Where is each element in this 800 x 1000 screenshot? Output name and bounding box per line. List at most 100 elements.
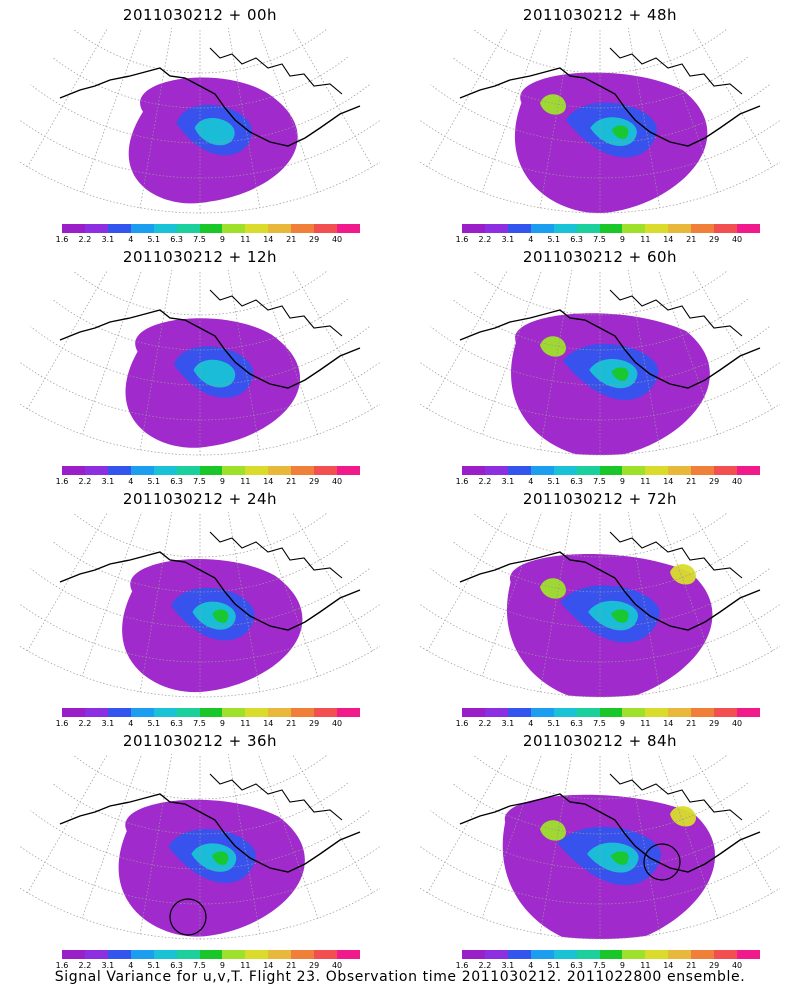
colorbar-swatch xyxy=(737,466,760,475)
colorbar-label: 40 xyxy=(731,235,743,244)
panel-title: 2011030212 + 48h xyxy=(522,6,678,24)
colorbar-swatch xyxy=(462,950,485,959)
forecast-panel: 2011030212 + 60h 1.6 2.2 3.1 4 5.1 6.3 7.5 9 11 14… xyxy=(400,242,800,487)
colorbar-swatch xyxy=(622,224,646,233)
colorbar-label: 11 xyxy=(640,961,651,970)
meridian-line xyxy=(227,754,261,934)
colorbar-label: 3.1 xyxy=(101,719,115,728)
coastline xyxy=(209,773,343,821)
colorbar-swatch xyxy=(691,224,715,233)
meridian-line xyxy=(691,28,773,167)
parallel-line xyxy=(20,403,380,456)
observation-marker xyxy=(643,843,681,881)
colorbar-swatch xyxy=(599,708,623,717)
colorbar-swatch xyxy=(737,224,760,233)
colorbar-swatch xyxy=(507,224,531,233)
meridian-line xyxy=(27,512,109,651)
colorbar-swatch xyxy=(84,708,108,717)
colorbar-label: 2.2 xyxy=(478,477,492,486)
colorbar-label: 1.6 xyxy=(455,719,469,728)
colorbar-label: 11 xyxy=(240,961,251,970)
colorbar-label: 6.3 xyxy=(170,719,183,728)
colorbar-label: 11 xyxy=(640,477,651,486)
colorbar-swatch xyxy=(153,950,177,959)
colorbar-label: 6.3 xyxy=(170,477,183,486)
colorbar-swatch xyxy=(507,950,531,959)
parallel-line xyxy=(30,326,370,386)
colorbar-label: 14 xyxy=(663,477,674,486)
colorbar-swatch xyxy=(462,466,485,475)
colorbar-swatch xyxy=(553,950,577,959)
colorbar xyxy=(462,466,760,475)
colorbar-label: 2.2 xyxy=(78,719,92,728)
colorbar-swatch xyxy=(84,950,108,959)
meridian-line xyxy=(691,512,773,651)
colorbar-label: 1.6 xyxy=(55,719,69,728)
colorbar-label: 6.3 xyxy=(570,235,583,244)
meridian-line xyxy=(27,28,109,167)
forecast-panel: 2011030212 + 72h 1.6 2.2 3.1 4 5.1 6.3 7.5 9 11 14… xyxy=(400,484,800,728)
colorbar-swatch xyxy=(62,224,85,233)
colorbar-label: 40 xyxy=(331,477,343,486)
parallel-line xyxy=(430,326,770,386)
colorbar-label: 9 xyxy=(619,719,625,728)
coastline xyxy=(459,309,761,389)
colorbar-label: 6.3 xyxy=(570,961,583,970)
colorbar-label: 4 xyxy=(528,235,534,244)
colorbar-swatch xyxy=(222,224,246,233)
colorbar-swatch xyxy=(576,708,600,717)
colorbar-label: 9 xyxy=(219,961,225,970)
coastline xyxy=(609,289,743,337)
parallel-line xyxy=(420,645,780,698)
meridian-line xyxy=(657,270,719,435)
figure-caption: Signal Variance for u,v,T. Flight 23. Ob… xyxy=(54,969,746,985)
parallel-line xyxy=(430,810,770,870)
colorbar-swatch xyxy=(245,466,269,475)
colorbar-swatch xyxy=(245,950,269,959)
colorbar-swatch xyxy=(530,950,554,959)
colorbar-label: 11 xyxy=(640,719,651,728)
coastline xyxy=(609,773,743,821)
colorbar-swatch xyxy=(714,466,738,475)
forecast-panel: 2011030212 + 24h 1.6 2.2 3.1 4 5.1 6.3 7.5 9 11 14… xyxy=(0,484,400,728)
colorbar-labels: 1.6 2.2 3.1 4 5.1 6.3 7.5 9 11 14 21 29 40 xyxy=(452,477,762,487)
colorbar-swatch xyxy=(314,708,338,717)
colorbar-label: 14 xyxy=(663,961,674,970)
meridian-line xyxy=(227,512,261,692)
meridian-line xyxy=(427,270,509,409)
colorbar-label: 9 xyxy=(619,235,625,244)
colorbar-label: 5.1 xyxy=(147,477,161,486)
colorbar-swatch xyxy=(199,950,223,959)
colorbar-label: 11 xyxy=(640,235,651,244)
meridian-line xyxy=(291,512,373,651)
colorbar-label: 9 xyxy=(219,235,225,244)
colorbar-label: 4 xyxy=(128,477,134,486)
colorbar-label: 3.1 xyxy=(501,235,515,244)
meridian-line xyxy=(139,512,173,692)
colorbar-swatch xyxy=(484,466,508,475)
colorbar-swatch xyxy=(691,466,715,475)
parallel-line xyxy=(20,161,380,214)
colorbar-swatch xyxy=(645,708,669,717)
colorbar-label: 1.6 xyxy=(455,477,469,486)
colorbar-label: 29 xyxy=(309,235,320,244)
colorbar-swatch xyxy=(484,950,508,959)
colorbar xyxy=(462,708,760,717)
colorbar xyxy=(462,950,760,959)
colorbar-swatch xyxy=(553,708,577,717)
coastline xyxy=(59,793,361,873)
colorbar-swatch xyxy=(291,950,315,959)
colorbar-swatch xyxy=(576,950,600,959)
colorbar-label: 5.1 xyxy=(547,719,561,728)
colorbar-swatch xyxy=(668,708,692,717)
meridian-line xyxy=(81,270,143,435)
colorbar-label: 21 xyxy=(286,719,297,728)
coastline xyxy=(209,47,343,95)
colorbar-swatch xyxy=(176,466,200,475)
colorbar-label: 5.1 xyxy=(147,235,161,244)
colorbar-swatch xyxy=(268,708,292,717)
colorbar-label: 9 xyxy=(619,961,625,970)
parallel-line xyxy=(452,782,748,835)
meridian-line xyxy=(27,754,109,893)
colorbar-swatch xyxy=(199,708,223,717)
